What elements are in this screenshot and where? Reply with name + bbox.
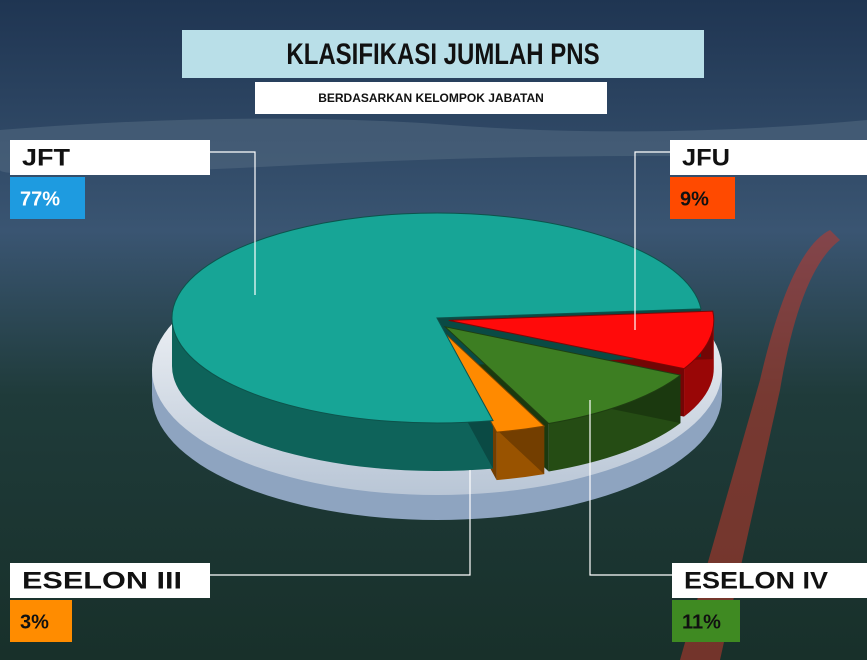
percent-label: 11% bbox=[682, 611, 721, 633]
chart-title: KLASIFIKASI JUMLAH PNS bbox=[286, 36, 599, 70]
category-label: ESELON IV bbox=[684, 567, 828, 594]
category-label: ESELON III bbox=[22, 567, 182, 594]
chart-subtitle: BERDASARKAN KELOMPOK JABATAN bbox=[318, 91, 544, 105]
percent-label: 9% bbox=[680, 188, 709, 210]
category-label: JFU bbox=[682, 144, 730, 171]
infographic: KLASIFIKASI JUMLAH PNS BERDASARKAN KELOM… bbox=[0, 0, 867, 660]
percent-label: 3% bbox=[20, 611, 49, 633]
pie bbox=[172, 213, 714, 480]
category-label: JFT bbox=[22, 144, 70, 171]
percent-label: 77% bbox=[20, 188, 60, 210]
